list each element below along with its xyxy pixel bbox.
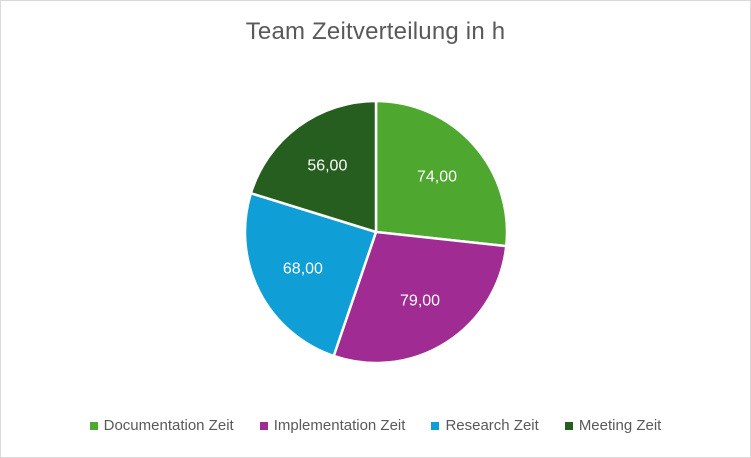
legend-item-meeting-zeit: Meeting Zeit: [564, 417, 662, 434]
legend-swatch: [89, 421, 98, 430]
legend-swatch: [431, 421, 440, 430]
legend-item-research-zeit: Research Zeit: [431, 417, 539, 434]
data-label-implementation-zeit: 79,00: [400, 293, 440, 310]
legend-item-implementation-zeit: Implementation Zeit: [259, 417, 406, 434]
data-label-research-zeit: 68,00: [283, 261, 323, 278]
legend-label: Meeting Zeit: [578, 417, 662, 434]
legend-label: Documentation Zeit: [103, 417, 234, 434]
legend-label: Implementation Zeit: [273, 417, 406, 434]
legend-label: Research Zeit: [445, 417, 539, 434]
pie-slice-documentation-zeit: [374, 99, 509, 248]
data-label-meeting-zeit: 56,00: [307, 157, 347, 174]
pie-slice-meeting-zeit: [249, 99, 378, 234]
legend-swatch: [564, 421, 573, 430]
legend-item-documentation-zeit: Documentation Zeit: [89, 417, 234, 434]
legend-swatch: [259, 421, 268, 430]
chart-title: Team Zeitverteilung in h: [245, 18, 506, 45]
pie-slice-research-zeit: [243, 191, 378, 358]
data-label-documentation-zeit: 74,00: [417, 169, 457, 186]
pie-slice-implementation-zeit: [332, 230, 508, 365]
legend: Documentation Zeit Implementation Zeit Res…: [0, 417, 751, 434]
